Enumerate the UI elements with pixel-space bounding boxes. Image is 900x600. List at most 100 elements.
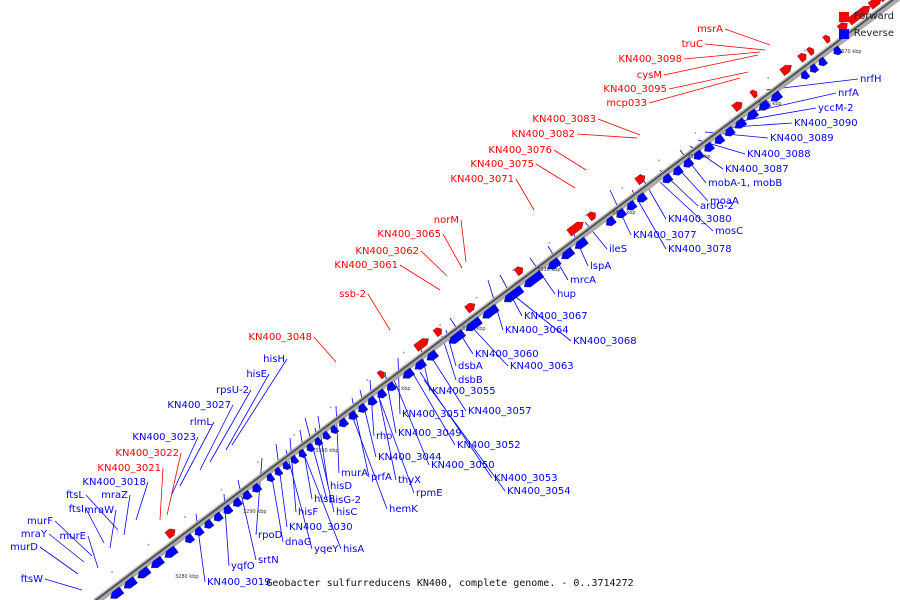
gene-arrow (322, 430, 332, 440)
minor-tick (658, 159, 660, 162)
callout-line (704, 43, 766, 51)
gene-label: rpoD (258, 530, 283, 541)
callout-line (317, 415, 329, 487)
reverse-gene (282, 460, 292, 471)
callout-line (553, 149, 587, 171)
legend-reverse: Reverse (838, 25, 894, 42)
reverse-gene (637, 192, 648, 203)
callout-line (515, 178, 535, 211)
gene-arrow (724, 126, 736, 137)
callout-line (719, 122, 793, 129)
forward-gene (413, 338, 429, 352)
reverse-gene (358, 402, 369, 413)
reverse-gene (123, 576, 138, 589)
callout-line (419, 371, 493, 479)
callout-line (39, 546, 79, 575)
reverse-gene (252, 482, 263, 493)
gene-arrow (339, 417, 350, 428)
gene-label: KN400_3095 (603, 84, 667, 95)
gene-arrow (833, 45, 843, 56)
minor-tick (220, 488, 223, 491)
gene-label: dsbA (458, 361, 483, 372)
callout-line (166, 452, 182, 516)
reverse-gene (386, 381, 397, 392)
gene-arrow (731, 101, 743, 113)
callout-line (659, 181, 714, 232)
callout-line (734, 107, 817, 123)
callout-line (399, 264, 441, 291)
gene-label: mosC (715, 226, 743, 237)
gene-label: aroG-2 (700, 201, 734, 212)
minor-tick (257, 461, 259, 464)
gene-label: srtN (258, 555, 279, 566)
minor-tick (184, 516, 186, 519)
callout-line (469, 324, 509, 367)
minor-tick (329, 406, 332, 409)
backbone-highlight (94, 0, 892, 600)
gene-label: KN400_3089 (770, 133, 834, 144)
gene-arrow (402, 367, 416, 379)
gene-label: ftsW (21, 574, 43, 585)
callout-line (597, 118, 641, 136)
gene-arrow (266, 472, 276, 483)
forward-gene (376, 370, 385, 380)
reverse-gene (818, 56, 828, 67)
callout-line (460, 219, 467, 263)
callout-line (683, 51, 761, 60)
gene-arrow (376, 370, 385, 380)
scale-tick-label: 3360 kbp (758, 101, 782, 107)
minor-tick (147, 543, 150, 546)
gene-arrow (290, 454, 300, 465)
gene-arrow (626, 200, 638, 211)
minor-tick (803, 49, 806, 52)
forward-gene (877, 0, 897, 3)
gene-label: msrA (697, 24, 723, 35)
gene-label: KN400_3060 (475, 349, 539, 360)
gene-label: KN400_3018 (82, 477, 146, 488)
gene-arrow (605, 215, 617, 227)
gene-arrow (330, 424, 340, 434)
gene-arrow (877, 0, 897, 3)
gene-arrow (746, 108, 760, 120)
gene-label: KN400_3063 (510, 361, 574, 372)
reverse-gene (242, 489, 253, 500)
reverse-gene (574, 236, 589, 249)
callout-line (423, 379, 506, 492)
callout-line (427, 351, 467, 412)
gene-label: mrcA (570, 275, 596, 286)
reverse-gene (110, 586, 125, 599)
gene-arrow (314, 436, 324, 446)
callout-line (313, 336, 337, 363)
gene-label: KN400_3048 (248, 332, 312, 343)
reverse-gene (724, 126, 736, 137)
reverse-gene (377, 388, 388, 399)
reverse-gene (523, 270, 545, 288)
gene-label: murD (10, 542, 38, 553)
callout-line (442, 233, 463, 269)
reverse-gene (414, 358, 428, 370)
minor-tick (402, 351, 405, 354)
gene-label: KN400_3083 (532, 114, 596, 125)
gene-label: ileS (609, 244, 627, 255)
gene-label: KN400_3098 (618, 54, 682, 65)
gene-arrow (634, 174, 646, 186)
gene-label: KN400_3021 (97, 463, 161, 474)
callout-line (231, 358, 288, 446)
reverse-gene (561, 246, 576, 260)
callout-line (289, 437, 297, 513)
forward-gene (513, 266, 523, 277)
reverse-gene (734, 117, 748, 129)
gene-label: hisC (336, 507, 357, 518)
reverse-gene (714, 133, 726, 145)
minor-tick (293, 434, 296, 436)
callout-line (44, 578, 83, 591)
gene-arrow (242, 489, 253, 500)
callout-line (85, 508, 105, 544)
gene-arrow (566, 221, 584, 237)
reverse-gene (233, 497, 244, 508)
gene-arrow (282, 460, 292, 471)
gene-arrow (223, 504, 234, 515)
gene-arrow (306, 442, 316, 452)
reverse-gene (673, 165, 684, 176)
gene-arrow (164, 545, 179, 558)
